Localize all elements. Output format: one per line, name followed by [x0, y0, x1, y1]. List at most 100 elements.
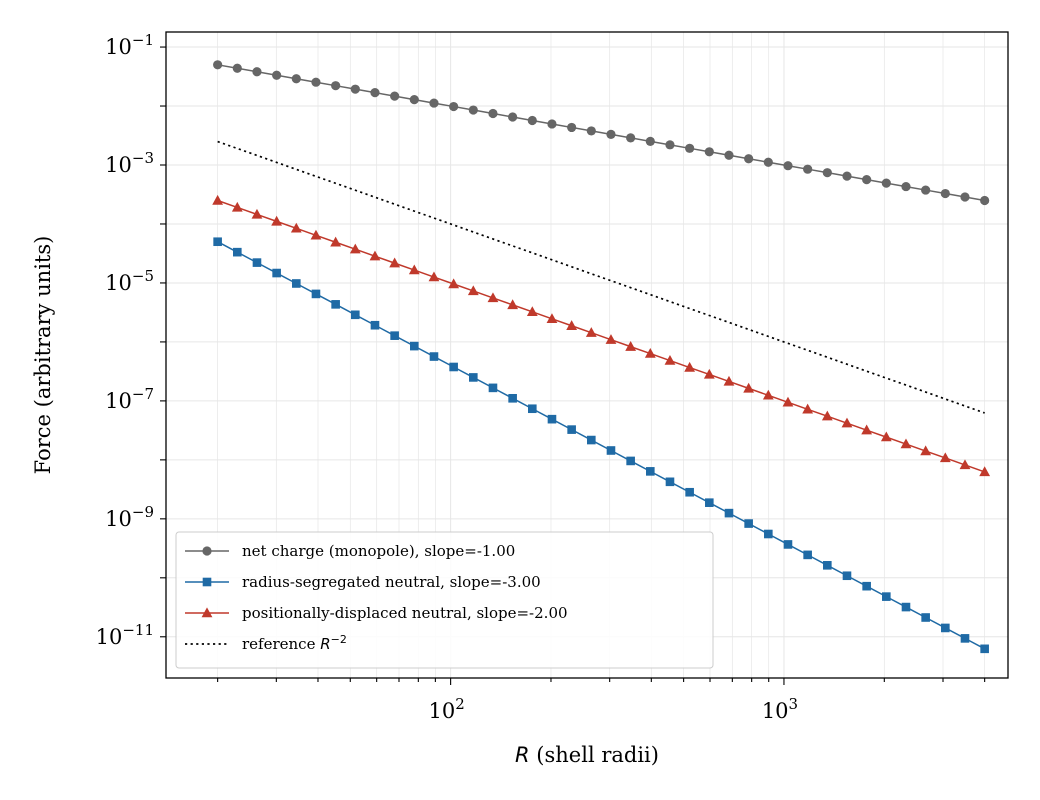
- x-axis-label: R (shell radii): [515, 743, 659, 767]
- data-point: [448, 278, 460, 289]
- data-point: [429, 352, 439, 361]
- data-point: [980, 644, 989, 654]
- data-point: [862, 581, 871, 591]
- x-axis-label-symbol: R: [515, 743, 530, 767]
- data-point: [410, 341, 419, 351]
- data-point: [409, 95, 419, 105]
- data-point: [783, 540, 793, 549]
- data-point: [900, 438, 912, 449]
- data-point: [626, 133, 636, 143]
- data-point: [310, 229, 322, 240]
- x-tick-label: 103: [762, 695, 798, 723]
- data-point: [291, 74, 301, 84]
- series-0: [213, 60, 990, 206]
- data-point: [823, 561, 832, 570]
- data-point: [605, 334, 617, 344]
- series-2: [212, 194, 991, 477]
- data-point: [921, 613, 930, 622]
- data-point: [960, 634, 970, 643]
- x-tick-label-base: 10: [428, 699, 455, 723]
- data-point: [980, 195, 990, 206]
- y-tick-label-exp: −1: [132, 31, 154, 49]
- data-point: [959, 459, 971, 470]
- legend-box: [175, 531, 714, 669]
- data-point: [685, 143, 695, 153]
- y-tick-label: 10−9: [105, 503, 154, 531]
- data-point: [311, 77, 321, 87]
- data-point: [369, 250, 381, 261]
- data-point: [645, 136, 655, 146]
- data-point: [251, 208, 263, 219]
- data-point: [547, 414, 557, 424]
- y-tick-label-exp: −9: [132, 503, 154, 521]
- data-point: [644, 347, 656, 358]
- y-tick-label-exp: −7: [132, 385, 154, 403]
- legend-marker: [201, 607, 213, 618]
- y-tick-label-base: 10: [105, 271, 132, 295]
- data-point: [940, 188, 950, 199]
- data-point: [408, 264, 420, 275]
- data-point: [389, 257, 401, 268]
- data-point: [331, 81, 341, 91]
- data-point: [488, 108, 498, 119]
- data-point: [646, 467, 655, 476]
- x-tick-label-base: 10: [762, 699, 789, 723]
- y-tick-label-exp: −3: [132, 149, 154, 167]
- data-point: [665, 477, 675, 487]
- data-point: [508, 112, 518, 122]
- data-point: [802, 403, 814, 414]
- data-point: [586, 126, 596, 136]
- data-point: [351, 310, 360, 320]
- y-tick-label-base: 10: [96, 625, 123, 649]
- plot-frame: [165, 31, 1009, 679]
- series-3: [217, 140, 985, 414]
- data-point: [743, 382, 755, 393]
- legend-label: radius-segregated neutral, slope=-3.00: [242, 573, 541, 591]
- data-point: [487, 292, 499, 303]
- data-point: [567, 122, 577, 133]
- data-point: [882, 592, 891, 601]
- data-point: [880, 431, 892, 442]
- data-point: [467, 285, 479, 296]
- data-point: [526, 306, 538, 317]
- data-point: [625, 341, 637, 351]
- legend-marker: [202, 546, 212, 556]
- data-point: [546, 313, 558, 324]
- data-point: [744, 519, 753, 528]
- y-tick-label-base: 10: [105, 507, 132, 531]
- data-point: [567, 425, 576, 434]
- legend-label-symbol: R: [320, 635, 330, 653]
- data-point: [350, 84, 360, 94]
- y-tick-label: 10−1: [105, 31, 154, 59]
- data-point: [763, 157, 773, 167]
- data-point: [842, 571, 852, 581]
- legend-label: reference R−2: [242, 633, 347, 653]
- data-point: [705, 498, 714, 507]
- data-point: [508, 393, 517, 403]
- data-point: [527, 115, 537, 126]
- series-line: [217, 64, 985, 202]
- data-point: [547, 119, 557, 129]
- y-tick-label-base: 10: [105, 35, 132, 59]
- data-point: [664, 354, 676, 365]
- data-point: [901, 602, 911, 612]
- data-point: [979, 466, 991, 477]
- data-point: [782, 396, 794, 407]
- series-line: [217, 140, 985, 414]
- data-point: [370, 320, 380, 330]
- y-tick-label: 10−7: [105, 385, 154, 413]
- legend-item: radius-segregated neutral, slope=-3.00: [185, 573, 541, 591]
- data-point: [272, 70, 282, 80]
- data-point: [744, 154, 754, 164]
- data-point: [901, 181, 911, 192]
- y-tick-label: 10−3: [105, 149, 154, 177]
- data-point: [803, 164, 813, 174]
- data-point: [449, 362, 458, 372]
- legend-item: net charge (monopole), slope=-1.00: [185, 542, 515, 560]
- data-point: [723, 375, 735, 386]
- legend-label-exp: −2: [331, 633, 347, 646]
- y-tick-label: 10−11: [96, 621, 154, 649]
- data-point: [939, 452, 951, 463]
- data-point: [881, 178, 891, 188]
- x-tick-label: 102: [428, 695, 464, 723]
